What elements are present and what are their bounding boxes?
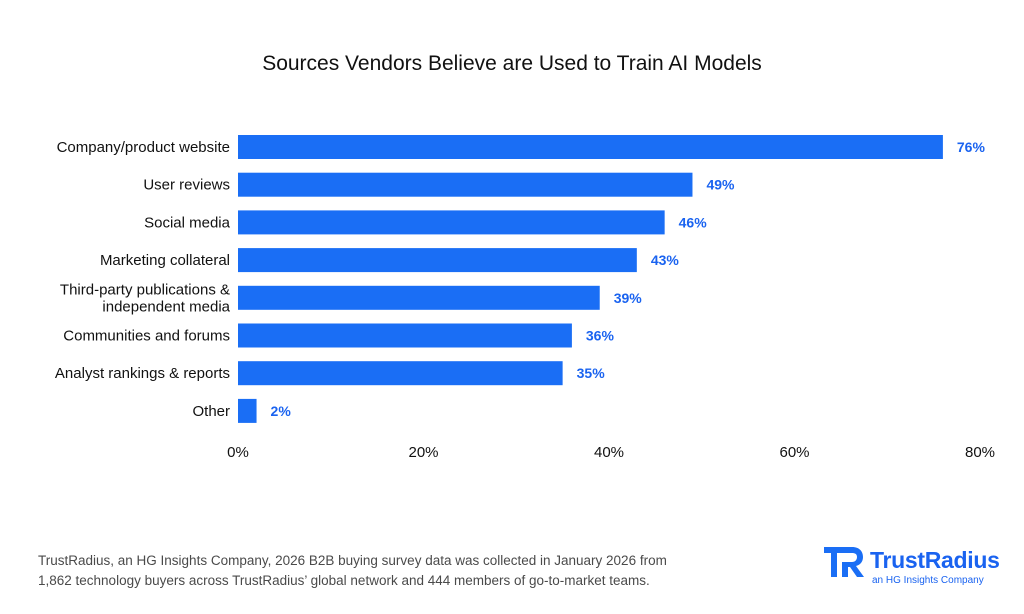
brand-tagline: an HG Insights Company: [872, 575, 984, 586]
category-label-5: Communities and forums: [63, 328, 230, 345]
category-label-2: Social media: [144, 214, 231, 231]
brand-name: TrustRadius: [870, 547, 1000, 573]
bar-6: [238, 361, 563, 386]
x-tick-label-3: 60%: [779, 444, 809, 461]
value-label-2: 46%: [679, 214, 708, 230]
value-label-4: 39%: [614, 290, 643, 306]
x-tick-label-0: 0%: [227, 444, 249, 461]
chart-title: Sources Vendors Believe are Used to Trai…: [262, 52, 762, 75]
value-label-0: 76%: [957, 139, 986, 155]
x-tick-label-2: 40%: [594, 444, 624, 461]
x-tick-label-1: 20%: [408, 444, 438, 461]
bar-1: [238, 172, 693, 197]
bar-7: [238, 398, 257, 423]
value-label-3: 43%: [651, 252, 680, 268]
x-axis-ticks-layer: 0% 20% 40% 60% 80%: [227, 444, 995, 461]
survey-footnote: TrustRadius, an HG Insights Company, 202…: [38, 551, 738, 591]
category-label-7: Other: [192, 403, 230, 420]
bars-layer: [238, 135, 943, 423]
x-tick-label-4: 80%: [965, 444, 995, 461]
value-label-5: 36%: [586, 328, 615, 344]
bar-3: [238, 248, 637, 273]
value-label-6: 35%: [577, 365, 606, 381]
category-label-6: Analyst rankings & reports: [55, 365, 230, 382]
trustradius-brand: TrustRadius an HG Insights Company: [822, 545, 1002, 589]
value-label-7: 2%: [271, 403, 292, 419]
bar-chart: Company/product website User reviews Socia…: [55, 135, 995, 461]
category-labels-layer: Company/product website User reviews Socia…: [55, 139, 231, 420]
trustradius-logo-icon: [824, 547, 864, 577]
bar-4: [238, 285, 600, 310]
category-label-0: Company/product website: [57, 139, 230, 156]
bar-5: [238, 323, 572, 348]
category-label-4: Third-party publications & independent me…: [60, 281, 231, 315]
footnote-line-2: 1,862 technology buyers across TrustRadi…: [38, 573, 650, 588]
category-label-3: Marketing collateral: [100, 252, 230, 269]
value-labels-layer: 76% 49% 46% 43% 39% 36% 35% 2%: [271, 139, 986, 419]
footnote-line-1: TrustRadius, an HG Insights Company, 202…: [38, 553, 667, 568]
bar-0: [238, 135, 943, 159]
category-label-1: User reviews: [143, 177, 230, 194]
value-label-1: 49%: [706, 177, 735, 193]
bar-2: [238, 210, 665, 235]
